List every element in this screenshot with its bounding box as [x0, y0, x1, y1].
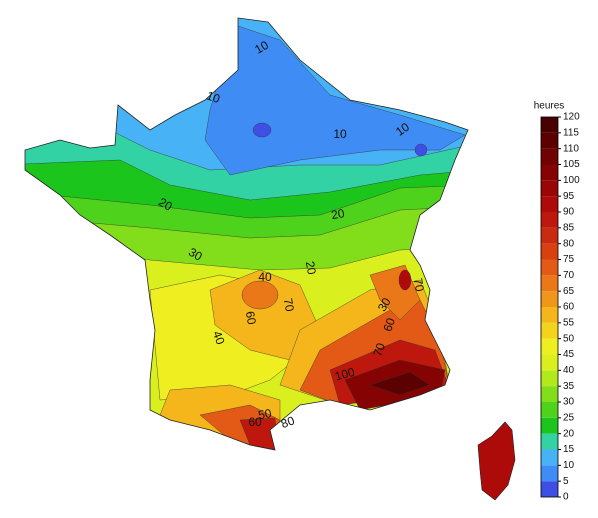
- color-band: [541, 307, 558, 323]
- color-band: [541, 402, 558, 418]
- contour-zone: [398, 269, 412, 291]
- contour-zone: [252, 122, 272, 138]
- tick-label: 20: [563, 428, 575, 439]
- contour-label: 20: [330, 206, 346, 222]
- tick-label: 70: [563, 270, 575, 281]
- contour-label: 10: [252, 38, 271, 57]
- color-band: [541, 227, 558, 244]
- legend: 0 5 10 15 20 25 30 35 40 45 50 55 60 65 70 75 80 85 90 95 10…: [540, 112, 580, 503]
- contour-label: 50: [257, 406, 273, 422]
- color-band: [541, 132, 558, 149]
- contour-label: 60: [248, 415, 262, 429]
- tick-label: 25: [563, 412, 575, 423]
- tick-label: 75: [563, 254, 575, 265]
- contour-label: 70: [370, 341, 388, 359]
- contour-label: 10: [205, 88, 223, 106]
- contour-zone: [239, 417, 279, 450]
- france-outline: [24, 17, 469, 451]
- contour-zone: [241, 280, 279, 310]
- legend-title: heures: [534, 101, 565, 112]
- corsica: [477, 421, 516, 501]
- color-band: [541, 212, 558, 228]
- color-band: [541, 164, 558, 181]
- contour-label: 40: [258, 270, 272, 284]
- contour-zone: [369, 371, 431, 396]
- contour-label: 20: [303, 260, 319, 276]
- tick-label: 5: [563, 476, 569, 487]
- tick-label: 100: [563, 175, 580, 186]
- color-band: [541, 354, 558, 371]
- color-band: [541, 386, 558, 402]
- color-band: [541, 259, 558, 276]
- tick-label: 95: [563, 191, 575, 202]
- color-band: [541, 117, 558, 133]
- color-band: [541, 180, 558, 197]
- contour-zone: [204, 24, 466, 176]
- color-band: [541, 338, 558, 355]
- contour-label: 70: [281, 297, 297, 313]
- contour-label: 80: [279, 413, 297, 431]
- tick-label: 30: [563, 397, 575, 408]
- contour-label: 10: [333, 127, 347, 141]
- tick-label: 115: [563, 127, 579, 138]
- tick-label: 40: [563, 365, 575, 376]
- color-band: [541, 291, 558, 307]
- tick-label: 80: [563, 238, 575, 249]
- color-band: [541, 196, 558, 212]
- tick-label: 90: [563, 207, 575, 218]
- contour-label: 70: [411, 277, 427, 293]
- tick-label: 15: [563, 444, 575, 455]
- color-band: [541, 275, 558, 292]
- tick-label: 65: [563, 286, 575, 297]
- tick-label: 50: [563, 333, 575, 344]
- tick-label: 105: [563, 159, 580, 170]
- tick-label: 110: [563, 143, 579, 154]
- color-band: [541, 433, 558, 450]
- color-band: [541, 322, 558, 339]
- contour-label: 30: [186, 245, 205, 264]
- color-band: [541, 243, 558, 260]
- contour-label: 30: [375, 295, 394, 314]
- color-band: [541, 465, 558, 482]
- color-band: [541, 449, 558, 466]
- tick-label: 55: [563, 317, 575, 328]
- contour-label: 100: [333, 365, 356, 384]
- tick-label: 85: [563, 222, 575, 233]
- color-band: [541, 481, 558, 497]
- contour-label: 40: [210, 329, 228, 347]
- contour-label: 60: [380, 316, 398, 334]
- tick-label: 120: [563, 112, 580, 123]
- color-band: [541, 370, 558, 387]
- tick-label: 45: [563, 349, 575, 360]
- tick-label: 35: [563, 381, 575, 392]
- tick-label: 60: [563, 302, 575, 313]
- color-band: [541, 417, 558, 434]
- contour-label: 20: [156, 195, 175, 214]
- contour-zone: [414, 143, 428, 157]
- tick-label: 10: [563, 460, 575, 471]
- tick-label: 0: [563, 492, 569, 503]
- color-band: [541, 148, 558, 165]
- contour-label: 60: [243, 310, 259, 326]
